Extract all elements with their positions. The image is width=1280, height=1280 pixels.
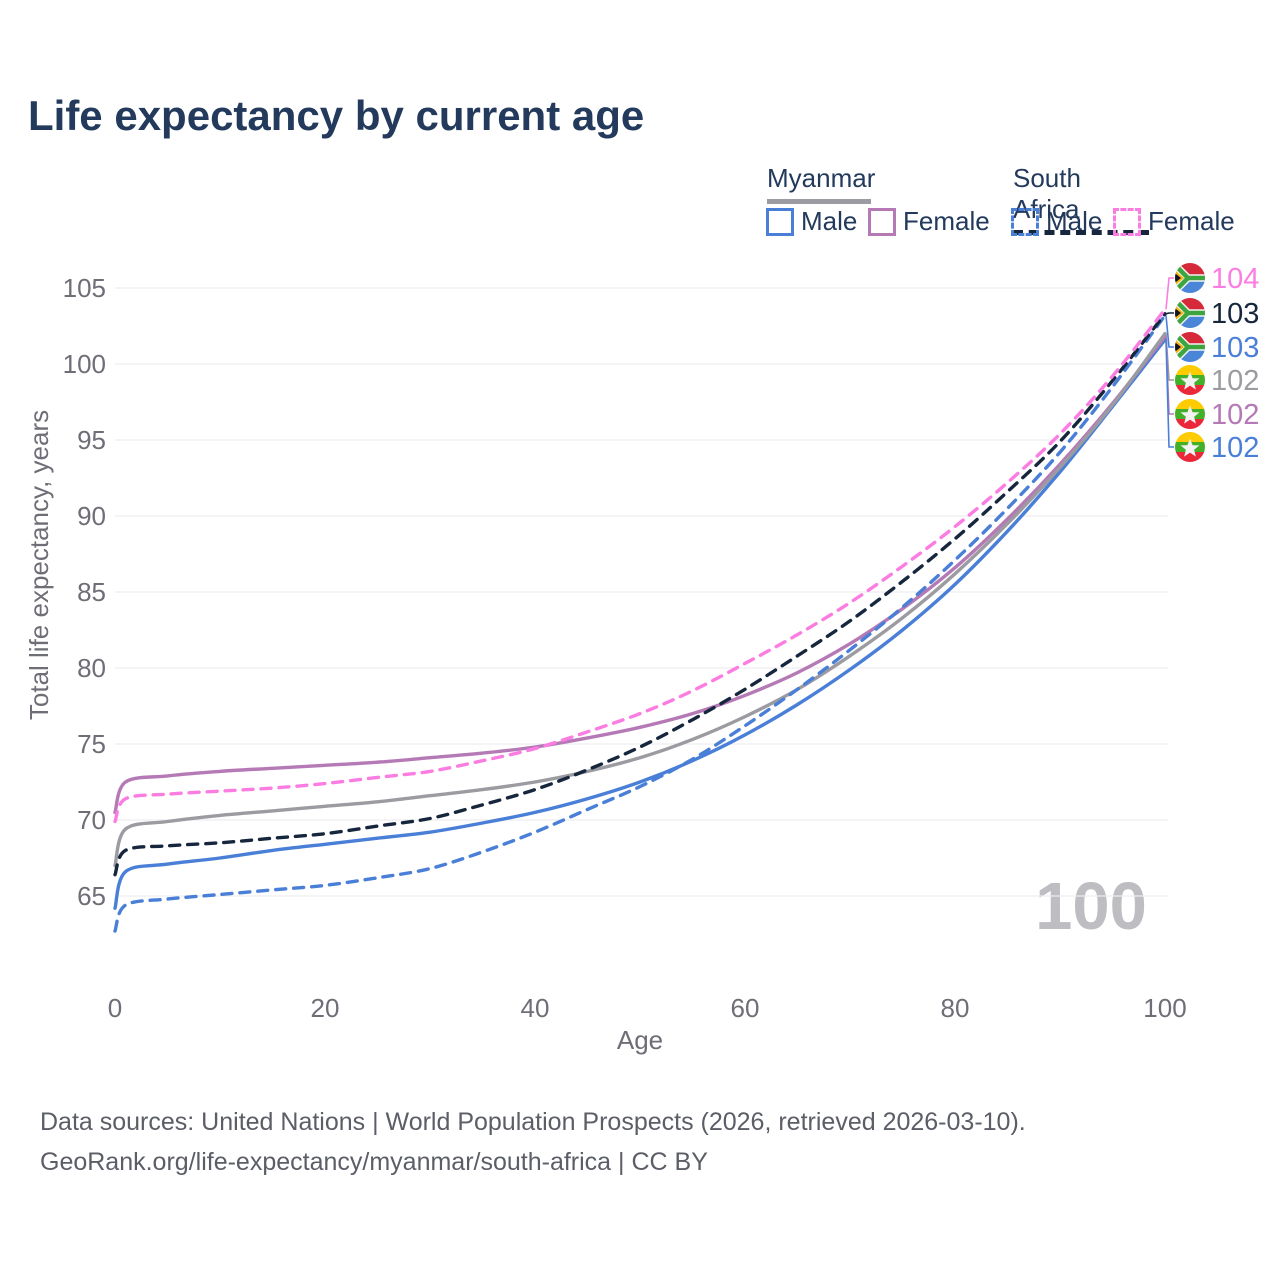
series-line-south-africa-male xyxy=(113,313,1167,933)
end-value-label: 103 xyxy=(1211,298,1259,330)
legend-item-south-africa-female[interactable]: Female xyxy=(1113,206,1235,237)
y-tick-label: 95 xyxy=(77,425,106,455)
y-tick-label: 100 xyxy=(63,349,106,379)
attribution-link[interactable]: GeoRank.org/life-expectancy/myanmar/sout… xyxy=(40,1148,708,1176)
x-tick-label: 60 xyxy=(731,993,760,1023)
y-tick-label: 75 xyxy=(77,729,106,759)
series-lines xyxy=(113,307,1167,933)
legend-group-south-africa-label: South Africa xyxy=(1013,163,1081,224)
legend-group-south-africa[interactable]: South Africa xyxy=(1013,163,1149,235)
end-value-label: 103 xyxy=(1211,332,1259,364)
legend-group-myanmar-label: Myanmar xyxy=(767,163,876,193)
series-line-myanmar-male xyxy=(113,338,1167,910)
end-label-connector xyxy=(1165,277,1174,310)
series-line-south-africa-female xyxy=(113,307,1167,824)
end-value-label: 102 xyxy=(1211,365,1259,397)
legend-label: Male xyxy=(801,206,858,236)
y-tick-label: 65 xyxy=(77,881,106,911)
data-sources-note: Data sources: United Nations | World Pop… xyxy=(40,1108,1026,1136)
end-value-label: 104 xyxy=(1211,263,1259,295)
y-tick-label: 80 xyxy=(77,653,106,683)
y-tick-label: 90 xyxy=(77,501,106,531)
myanmar-female-swatch-icon xyxy=(868,207,896,236)
age-counter-watermark: 100 xyxy=(1035,869,1147,944)
end-value-label: 102 xyxy=(1211,432,1259,464)
end-label-connectors xyxy=(1165,277,1174,448)
series-line-myanmar-female xyxy=(113,334,1167,815)
myanmar-flag-icon xyxy=(1175,365,1205,395)
axis-labels: 65 70 75 80 85 90 95 100 105 0 20 40 60 80 100 Age Total… xyxy=(24,273,1187,1055)
legend-label: Female xyxy=(903,206,990,236)
gridlines xyxy=(115,287,1168,897)
south-africa-flag-icon xyxy=(1175,332,1206,362)
legend-item-south-africa-male[interactable]: Male xyxy=(1011,206,1102,237)
x-tick-label: 40 xyxy=(521,993,550,1023)
myanmar-male-swatch-icon xyxy=(766,207,794,236)
x-tick-label: 0 xyxy=(108,993,122,1023)
y-axis-title: Total life expectancy, years xyxy=(24,410,54,720)
end-label-connector xyxy=(1165,315,1174,348)
legend-group-myanmar[interactable]: Myanmar xyxy=(767,163,875,204)
x-axis-title: Age xyxy=(617,1025,663,1055)
legend-label: Female xyxy=(1148,206,1235,236)
south-africa-female-swatch-icon xyxy=(1113,207,1141,236)
page-title: Life expectancy by current age xyxy=(28,92,645,139)
x-tick-label: 80 xyxy=(941,993,970,1023)
end-value-label: 102 xyxy=(1211,399,1259,431)
legend-item-myanmar-female[interactable]: Female xyxy=(868,206,990,237)
legend-label: Male xyxy=(1046,206,1103,236)
x-tick-label: 20 xyxy=(311,993,340,1023)
end-label-connector xyxy=(1165,339,1174,448)
south-africa-male-swatch-icon xyxy=(1011,207,1039,236)
y-tick-label: 85 xyxy=(77,577,106,607)
series-line-myanmar-both xyxy=(113,331,1167,868)
y-tick-label: 70 xyxy=(77,805,106,835)
myanmar-flag-icon xyxy=(1175,432,1205,462)
legend-item-myanmar-male[interactable]: Male xyxy=(766,206,857,237)
y-tick-label: 105 xyxy=(63,273,106,303)
south-africa-flag-icon xyxy=(1175,263,1206,293)
series-line-south-africa-both xyxy=(113,312,1167,877)
end-label-connector xyxy=(1165,312,1174,315)
south-africa-flag-icon xyxy=(1175,298,1206,328)
x-tick-label: 100 xyxy=(1143,993,1186,1023)
myanmar-flag-icon xyxy=(1175,399,1205,429)
